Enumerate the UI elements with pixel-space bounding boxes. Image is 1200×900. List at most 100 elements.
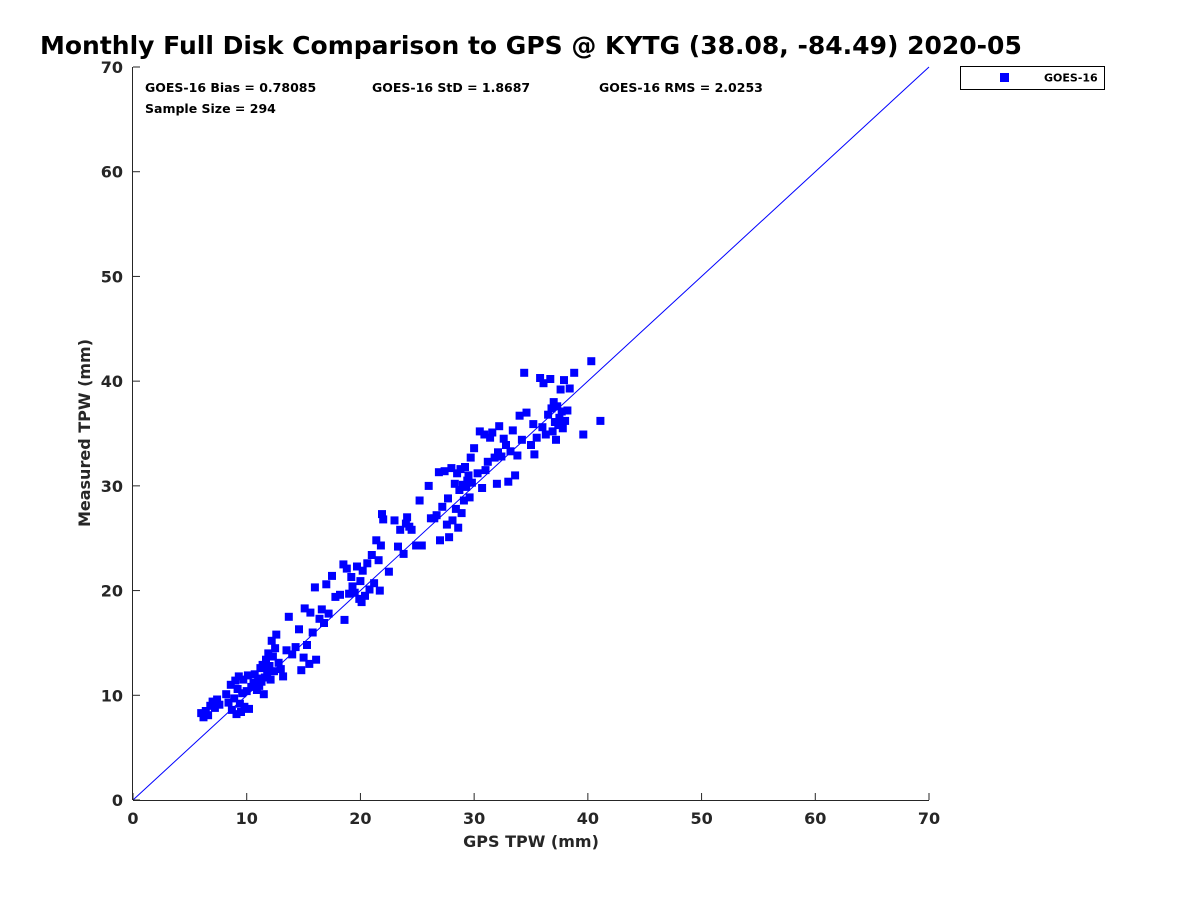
data-point (548, 427, 557, 436)
data-point (328, 571, 336, 580)
data-point (374, 556, 383, 565)
legend-marker (1000, 73, 1009, 82)
data-point (213, 695, 222, 704)
data-point (454, 523, 463, 532)
data-point (272, 630, 281, 639)
data-point (450, 479, 459, 488)
x-tick-label: 70 (918, 809, 940, 828)
y-tick-label: 60 (101, 163, 123, 182)
data-point (445, 533, 454, 542)
data-point (539, 379, 548, 388)
data-point (233, 685, 242, 693)
data-point (504, 477, 513, 486)
data-point (232, 710, 241, 719)
data-point (481, 466, 490, 475)
data-point (511, 471, 520, 480)
data-point (557, 407, 566, 416)
data-point (288, 650, 297, 659)
data-point (208, 697, 217, 706)
legend-label: GOES-16 (1044, 72, 1098, 85)
data-point (347, 573, 356, 581)
data-point (315, 614, 324, 623)
x-tick-label: 50 (690, 809, 712, 828)
data-point (459, 496, 468, 505)
data-point (357, 598, 366, 607)
data-point (252, 686, 261, 694)
data-point (555, 413, 564, 422)
data-point (345, 589, 354, 598)
y-axis-label: Measured TPW (mm) (75, 339, 94, 527)
data-point (407, 525, 416, 534)
data-point (231, 676, 240, 685)
data-point (282, 646, 291, 655)
data-point (324, 609, 333, 618)
data-point (462, 482, 471, 491)
data-point (497, 452, 506, 461)
data-point (541, 430, 550, 439)
data-point (222, 690, 231, 699)
data-point (544, 410, 553, 419)
data-point (372, 536, 381, 545)
data-point (242, 687, 251, 696)
data-point (561, 416, 570, 425)
data-point (310, 583, 319, 592)
data-point (517, 435, 526, 444)
data-point (502, 441, 510, 449)
std-stat: GOES-16 StD = 1.8687 (372, 80, 530, 95)
data-point (291, 643, 300, 652)
data-points-layer (197, 357, 605, 722)
data-point (483, 457, 492, 466)
y-tick-label: 30 (101, 477, 123, 496)
data-point (522, 408, 531, 417)
data-point (358, 566, 367, 575)
data-point (490, 453, 499, 462)
y-tick-label: 50 (101, 267, 123, 286)
data-point (375, 586, 384, 595)
data-point (520, 368, 529, 377)
data-point (549, 398, 558, 407)
data-point (297, 666, 306, 675)
data-point (303, 641, 311, 649)
data-point (215, 700, 224, 709)
data-point (513, 451, 522, 460)
data-point (204, 711, 213, 720)
data-point (206, 701, 215, 710)
data-point (438, 502, 447, 511)
tick-labels-layer: 0 10 20 30 40 50 60 70 0 10 20 30 40 50 60 70 (101, 58, 940, 828)
data-point (552, 435, 560, 444)
data-point (340, 615, 349, 624)
data-point (378, 510, 386, 519)
data-point (245, 704, 253, 713)
data-point (322, 580, 331, 589)
data-point (587, 357, 596, 366)
data-point (336, 590, 344, 599)
bias-stat: GOES-16 Bias = 0.78085 (145, 80, 316, 95)
data-point (230, 694, 239, 703)
data-point (258, 660, 267, 669)
data-point (492, 479, 501, 488)
y-tick-label: 40 (101, 372, 123, 391)
data-point (448, 516, 457, 525)
data-point (464, 471, 473, 480)
legend-box (960, 66, 1105, 90)
data-point (266, 675, 275, 684)
data-point (356, 577, 365, 586)
data-point (268, 652, 277, 661)
rms-stat: GOES-16 RMS = 2.0253 (599, 80, 763, 95)
data-point (348, 582, 357, 591)
data-point (274, 658, 283, 667)
data-point (210, 703, 219, 712)
data-point (276, 665, 285, 674)
data-point (508, 426, 517, 435)
x-tick-label: 40 (577, 809, 599, 828)
data-point (488, 428, 497, 437)
data-point (237, 708, 245, 716)
data-point (255, 681, 264, 690)
data-point (515, 411, 524, 420)
data-point (365, 585, 374, 594)
chart-title: Monthly Full Disk Comparison to GPS @ KY… (40, 31, 1022, 60)
data-point (226, 680, 235, 689)
data-point (238, 689, 247, 698)
data-point (271, 644, 280, 653)
data-point (249, 678, 258, 687)
